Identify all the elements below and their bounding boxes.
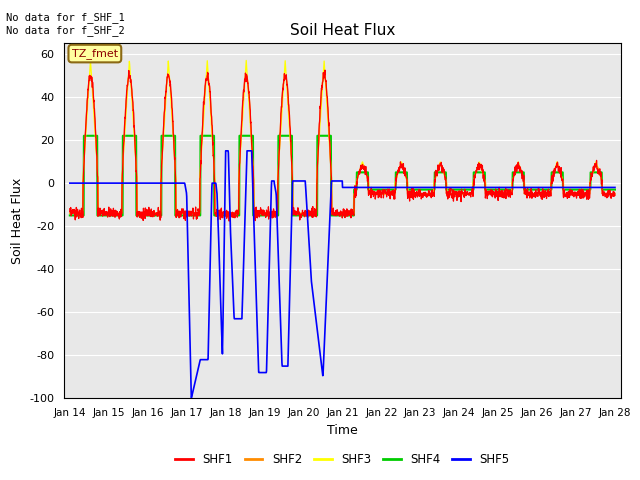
SHF2: [315, 135, 323, 141]
SHF3: [611, 191, 618, 197]
SHF4: [611, 187, 619, 192]
SHF2: [243, 72, 250, 78]
SHF5: [545, 184, 553, 190]
SHF4: [611, 187, 618, 192]
Line: SHF5: SHF5: [70, 151, 615, 398]
SHF1: [561, 191, 569, 197]
SHF4: [80, 133, 88, 139]
SHF1: [476, 161, 483, 167]
Text: TZ_fmet: TZ_fmet: [72, 48, 118, 59]
SHF5: [188, 395, 195, 401]
SHF2: [66, 210, 74, 216]
Legend: SHF1, SHF2, SHF3, SHF4, SHF5: SHF1, SHF2, SHF3, SHF4, SHF5: [171, 448, 514, 471]
SHF5: [222, 148, 230, 154]
SHF2: [611, 191, 618, 197]
Title: Soil Heat Flux: Soil Heat Flux: [290, 23, 395, 38]
Line: SHF2: SHF2: [70, 75, 615, 213]
SHF2: [545, 191, 553, 197]
SHF3: [315, 142, 323, 148]
SHF1: [225, 218, 233, 224]
Y-axis label: Soil Heat Flux: Soil Heat Flux: [11, 178, 24, 264]
SHF4: [545, 187, 553, 192]
Text: No data for f_SHF_1: No data for f_SHF_1: [6, 12, 125, 23]
SHF3: [561, 191, 568, 197]
SHF1: [321, 67, 329, 73]
SHF5: [476, 184, 483, 190]
SHF1: [611, 192, 619, 198]
SHF1: [611, 190, 618, 196]
SHF5: [561, 184, 569, 190]
SHF4: [372, 187, 380, 192]
SHF4: [315, 133, 323, 139]
Line: SHF1: SHF1: [70, 70, 615, 221]
SHF4: [66, 213, 74, 218]
SHF4: [476, 169, 483, 175]
X-axis label: Time: Time: [327, 424, 358, 437]
SHF1: [545, 192, 553, 197]
SHF5: [66, 180, 74, 186]
SHF4: [561, 187, 568, 192]
SHF3: [611, 191, 619, 197]
SHF2: [611, 191, 619, 197]
SHF5: [372, 184, 380, 190]
SHF2: [476, 163, 483, 169]
SHF3: [66, 210, 74, 216]
SHF3: [372, 191, 380, 197]
SHF3: [545, 191, 553, 197]
SHF5: [611, 184, 618, 190]
SHF1: [66, 206, 74, 212]
SHF3: [243, 58, 250, 63]
SHF2: [372, 191, 380, 197]
Line: SHF4: SHF4: [70, 136, 615, 216]
SHF5: [315, 341, 323, 347]
SHF3: [476, 159, 483, 165]
SHF5: [611, 184, 619, 190]
SHF1: [315, 139, 323, 144]
Line: SHF3: SHF3: [70, 60, 615, 213]
SHF1: [372, 192, 380, 197]
SHF2: [561, 191, 568, 197]
Text: No data for f_SHF_2: No data for f_SHF_2: [6, 25, 125, 36]
